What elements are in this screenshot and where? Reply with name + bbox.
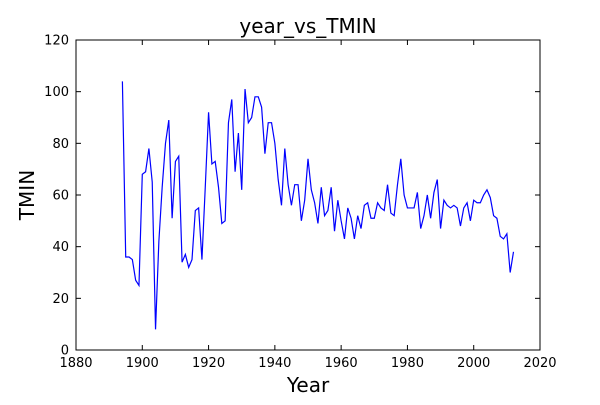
x-axis-ticks: 1880 1900 1920 1940 1960 1980 2000 2020 <box>59 40 557 371</box>
y-tick-label: 40 <box>52 240 69 255</box>
y-axis-ticks: 0 20 40 60 80 100 120 <box>44 34 540 359</box>
x-tick-label: 1900 <box>126 356 159 371</box>
x-tick-label: 1960 <box>325 356 358 371</box>
y-tick-label: 0 <box>61 344 69 359</box>
y-tick-label: 60 <box>52 189 69 204</box>
x-tick-label: 2020 <box>523 356 556 371</box>
y-tick-label: 80 <box>52 137 69 152</box>
tmin-series-line <box>121 81 515 330</box>
chart-title: year_vs_TMIN <box>239 14 376 38</box>
x-tick-label: 1940 <box>258 356 291 371</box>
y-axis-title: TMIN <box>15 170 39 221</box>
x-tick-label: 2000 <box>457 356 490 371</box>
x-tick-label: 1980 <box>391 356 424 371</box>
y-tick-label: 100 <box>44 85 69 100</box>
plot-frame <box>75 39 541 351</box>
y-tick-label: 120 <box>44 34 69 49</box>
y-tick-label: 20 <box>52 292 69 307</box>
x-tick-label: 1880 <box>59 356 92 371</box>
x-tick-label: 1920 <box>192 356 225 371</box>
plot-area <box>121 81 515 330</box>
x-axis-title: Year <box>286 373 330 397</box>
